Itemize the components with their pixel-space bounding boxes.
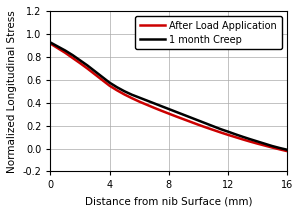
1 month Creep	[130, 93, 134, 96]
After Load Application	[63, 52, 67, 54]
After Load Application	[122, 93, 126, 96]
Line: After Load Application: After Load Application	[50, 44, 287, 151]
1 month Creep	[248, 138, 252, 140]
After Load Application	[248, 140, 252, 143]
1 month Creep	[93, 70, 97, 72]
1 month Creep	[115, 86, 119, 88]
1 month Creep	[85, 64, 89, 67]
1 month Creep	[145, 99, 148, 102]
After Load Application	[152, 106, 156, 109]
After Load Application	[115, 89, 119, 92]
Legend: After Load Application, 1 month Creep: After Load Application, 1 month Creep	[135, 16, 282, 49]
After Load Application	[85, 67, 89, 70]
After Load Application	[137, 100, 141, 103]
1 month Creep	[278, 147, 281, 149]
1 month Creep	[270, 145, 274, 147]
1 month Creep	[241, 135, 244, 138]
After Load Application	[219, 131, 222, 134]
After Load Application	[204, 126, 207, 129]
1 month Creep	[49, 41, 52, 44]
After Load Application	[100, 79, 104, 81]
After Load Application	[256, 142, 259, 145]
After Load Application	[130, 97, 134, 99]
After Load Application	[108, 84, 111, 87]
After Load Application	[78, 62, 82, 64]
After Load Application	[278, 148, 281, 151]
1 month Creep	[189, 116, 193, 119]
After Load Application	[211, 129, 215, 131]
1 month Creep	[226, 130, 230, 133]
1 month Creep	[137, 96, 141, 99]
1 month Creep	[174, 111, 178, 113]
After Load Application	[233, 136, 237, 138]
1 month Creep	[160, 105, 163, 107]
After Load Application	[182, 118, 185, 121]
After Load Application	[285, 150, 289, 152]
1 month Creep	[122, 90, 126, 92]
After Load Application	[93, 73, 97, 76]
Y-axis label: Normalized Longitudinal Stress: Normalized Longitudinal Stress	[7, 10, 17, 173]
1 month Creep	[71, 54, 74, 56]
X-axis label: Distance from nib Surface (mm): Distance from nib Surface (mm)	[85, 196, 252, 206]
1 month Creep	[152, 102, 156, 105]
1 month Creep	[204, 122, 207, 125]
1 month Creep	[78, 59, 82, 62]
1 month Creep	[285, 148, 289, 151]
1 month Creep	[56, 45, 60, 48]
Line: 1 month Creep: 1 month Creep	[50, 42, 287, 150]
After Load Application	[160, 109, 163, 112]
1 month Creep	[219, 128, 222, 130]
After Load Application	[56, 47, 60, 49]
After Load Application	[145, 103, 148, 106]
After Load Application	[226, 134, 230, 136]
After Load Application	[241, 138, 244, 141]
1 month Creep	[211, 125, 215, 127]
1 month Creep	[233, 133, 237, 135]
After Load Application	[196, 123, 200, 126]
After Load Application	[263, 144, 267, 147]
1 month Creep	[108, 81, 111, 84]
After Load Application	[174, 115, 178, 118]
After Load Application	[71, 57, 74, 59]
1 month Creep	[63, 49, 67, 52]
After Load Application	[270, 146, 274, 149]
After Load Application	[49, 42, 52, 45]
After Load Application	[189, 121, 193, 123]
1 month Creep	[263, 142, 267, 145]
1 month Creep	[256, 140, 259, 143]
1 month Creep	[196, 119, 200, 122]
1 month Creep	[100, 76, 104, 78]
1 month Creep	[167, 108, 170, 110]
1 month Creep	[182, 114, 185, 116]
After Load Application	[167, 112, 170, 115]
